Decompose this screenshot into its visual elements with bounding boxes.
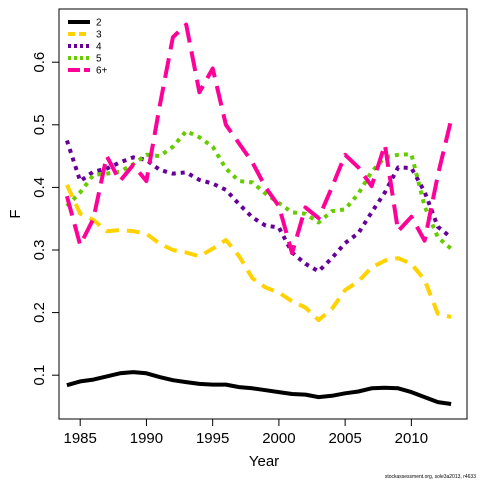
y-tick-label: 0.5 <box>31 114 48 135</box>
y-tick-label: 0.3 <box>31 240 48 261</box>
legend-label: 4 <box>96 42 102 53</box>
x-tick-label: 2010 <box>395 430 428 447</box>
x-tick-label: 1985 <box>64 430 97 447</box>
series-line-4 <box>64 139 453 274</box>
legend-label: 3 <box>96 30 102 41</box>
credit-text: stockassessment.org, sole3a2013, r4633 <box>385 474 476 480</box>
series-line-2 <box>66 370 452 406</box>
x-tick-label: 1990 <box>130 430 163 447</box>
y-tick-label: 0.6 <box>31 52 48 73</box>
legend-label: 2 <box>96 18 102 29</box>
x-tick-label: 1995 <box>196 430 229 447</box>
x-axis: 1985 1990 1995 2000 2005 2010 <box>64 419 428 447</box>
x-tick-label: 2000 <box>262 430 295 447</box>
series-line-6plus <box>64 22 454 256</box>
y-axis-title: F <box>7 209 24 218</box>
y-axis: 0.1 0.2 0.3 0.4 0.5 0.6 <box>31 52 59 386</box>
y-tick-label: 0.1 <box>31 365 48 386</box>
y-tick-label: 0.4 <box>31 177 48 198</box>
legend-label: 6+ <box>96 66 108 77</box>
x-tick-label: 2005 <box>328 430 361 447</box>
legend-label: 5 <box>96 54 102 65</box>
plot-frame <box>58 8 468 420</box>
series-layer <box>64 22 454 406</box>
y-tick-label: 0.2 <box>31 302 48 323</box>
series-line-3 <box>65 184 452 323</box>
x-axis-title: Year <box>249 453 279 470</box>
